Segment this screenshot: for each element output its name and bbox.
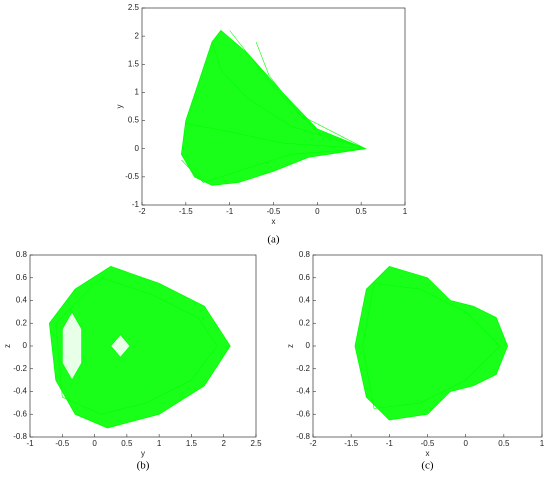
y-tick-label: -1 [132, 200, 140, 209]
y-tick-label: -0.6 [13, 409, 27, 418]
x-tick-label: -0.5 [421, 439, 435, 448]
y-tick-label: 0.6 [299, 273, 311, 282]
x-tick-label: 1 [540, 439, 545, 448]
y-tick-label: 0.5 [128, 116, 140, 125]
y-axis-label: z [3, 344, 12, 348]
x-tick-label: -1.5 [179, 207, 193, 216]
trajectory [229, 30, 366, 149]
y-tick-label: -0.5 [125, 172, 139, 181]
trajectory [255, 41, 366, 149]
x-tick-label: -0.5 [55, 439, 69, 448]
caption: (a) [267, 234, 280, 246]
x-axis-label: x [272, 217, 276, 226]
y-axis-label: z [286, 344, 295, 348]
x-tick-label: -0.5 [267, 207, 281, 216]
y-tick-label: 2.5 [128, 3, 140, 12]
y-tick-label: 0 [306, 341, 311, 350]
y-tick-label: -0.8 [296, 432, 310, 441]
y-tick-label: 1 [135, 88, 140, 97]
x-tick-label: -1 [386, 439, 394, 448]
x-tick-label: 0 [92, 439, 97, 448]
x-tick-label: 2 [221, 439, 226, 448]
x-tick-label: 0.5 [498, 439, 510, 448]
y-tick-label: 0 [135, 144, 140, 153]
x-tick-label: 1 [403, 207, 408, 216]
y-tick-label: 2 [135, 31, 140, 40]
attractor-region [48, 265, 231, 429]
attractor-region [354, 265, 509, 421]
y-tick-label: -0.2 [13, 364, 27, 373]
x-tick-label: 1.5 [186, 439, 198, 448]
trajectory [185, 123, 366, 149]
trajectory [55, 277, 218, 415]
y-tick-label: -0.6 [296, 409, 310, 418]
caption: (b) [137, 460, 150, 472]
y-tick-label: 0.8 [16, 250, 28, 259]
trajectory [181, 148, 366, 183]
x-tick-label: -1.5 [344, 439, 358, 448]
attractor-region [110, 333, 131, 359]
x-tick-label: -2 [138, 207, 146, 216]
x-tick-label: 0 [315, 207, 320, 216]
attractor-region [61, 311, 83, 381]
y-tick-label: 0.4 [299, 296, 311, 305]
y-tick-label: -0.2 [296, 364, 310, 373]
x-tick-label: 1 [157, 439, 162, 448]
y-axis-label: y [115, 105, 124, 109]
x-tick-label: 2.5 [250, 439, 262, 448]
x-tick-label: 0 [463, 439, 468, 448]
y-tick-label: 1.5 [128, 59, 140, 68]
x-tick-label: 0.5 [121, 439, 133, 448]
y-tick-label: -0.4 [13, 387, 27, 396]
attractor-region [180, 29, 367, 186]
x-tick-label: -1 [26, 439, 34, 448]
y-tick-label: 0 [23, 341, 28, 350]
x-tick-label: 0.5 [356, 207, 368, 216]
x-tick-label: -1 [226, 207, 234, 216]
y-tick-label: 0.2 [299, 318, 311, 327]
y-tick-label: 0.4 [16, 296, 28, 305]
trajectory [362, 283, 501, 409]
x-tick-label: -2 [309, 439, 317, 448]
x-axis-label: y [141, 449, 145, 458]
y-tick-label: 0.8 [299, 250, 311, 259]
y-tick-label: -0.4 [296, 387, 310, 396]
y-tick-label: 0.6 [16, 273, 28, 282]
trajectory [211, 41, 366, 149]
x-axis-label: x [426, 449, 430, 458]
y-tick-label: 0.2 [16, 318, 28, 327]
caption: (c) [421, 460, 434, 472]
y-tick-label: -0.8 [13, 432, 27, 441]
